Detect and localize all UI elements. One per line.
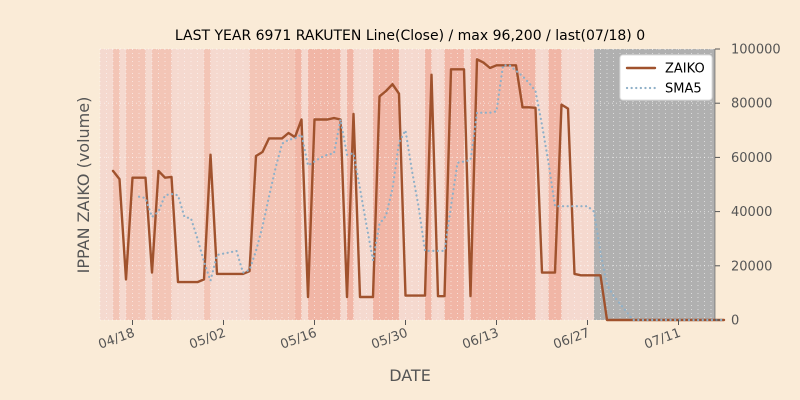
x-tick-label: 06/13 (461, 326, 501, 353)
background-band (249, 49, 295, 320)
legend-box (619, 54, 713, 101)
background-band (535, 49, 549, 320)
x-tick-label: 05/02 (188, 326, 228, 353)
background-band (126, 49, 146, 320)
legend-label-sma5: SMA5 (665, 82, 702, 97)
chart-title: LAST YEAR 6971 RAKUTEN Line(Close) / max… (175, 28, 645, 44)
legend-label-zaiko: ZAIKO (665, 62, 705, 77)
x-tick-label: 04/18 (97, 326, 137, 353)
background-band (470, 49, 536, 320)
x-tick-label: 05/30 (370, 326, 410, 353)
background-band (152, 49, 172, 320)
background-band (100, 49, 113, 320)
background-band (171, 49, 204, 320)
x-axis-title: DATE (389, 366, 431, 385)
y-tick-label: 40000 (731, 205, 772, 220)
background-band (308, 49, 341, 320)
x-axis-ticks: 04/18 05/02 05/16 05/30 06/13 06/27 07/11 (97, 320, 683, 353)
background-band (431, 49, 445, 320)
series-layer (111, 58, 726, 322)
y-tick-label: 60000 (731, 151, 772, 166)
y-tick-label: 0 (731, 314, 739, 329)
legend: ZAIKO SMA5 (619, 54, 713, 101)
x-tick-label: 06/27 (552, 326, 592, 353)
background-band (561, 49, 594, 320)
y-tick-label: 20000 (731, 259, 772, 274)
x-tick-label: 05/16 (279, 326, 319, 353)
background-band (145, 49, 152, 320)
y-axis-title: IPPAN ZAIKO (volume) (74, 97, 93, 274)
x-tick-label: 07/11 (643, 326, 683, 353)
background-band (204, 49, 211, 320)
background-band (119, 49, 126, 320)
y-axis-ticks: 0 20000 40000 60000 80000 100000 (715, 43, 781, 329)
y-tick-label: 100000 (731, 43, 781, 58)
background-band (399, 49, 425, 320)
background-band (548, 49, 562, 320)
y-tick-label: 80000 (731, 97, 772, 112)
background-band (295, 49, 302, 320)
background-band (113, 49, 120, 320)
